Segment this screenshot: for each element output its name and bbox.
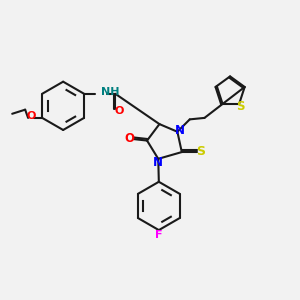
Text: O: O	[125, 132, 135, 145]
Text: S: S	[236, 100, 245, 113]
Text: O: O	[26, 111, 36, 121]
Text: N: N	[175, 124, 185, 137]
Text: N: N	[153, 156, 163, 169]
Text: F: F	[155, 230, 163, 240]
Text: NH: NH	[101, 87, 120, 97]
Text: S: S	[196, 145, 206, 158]
Text: O: O	[115, 106, 124, 116]
